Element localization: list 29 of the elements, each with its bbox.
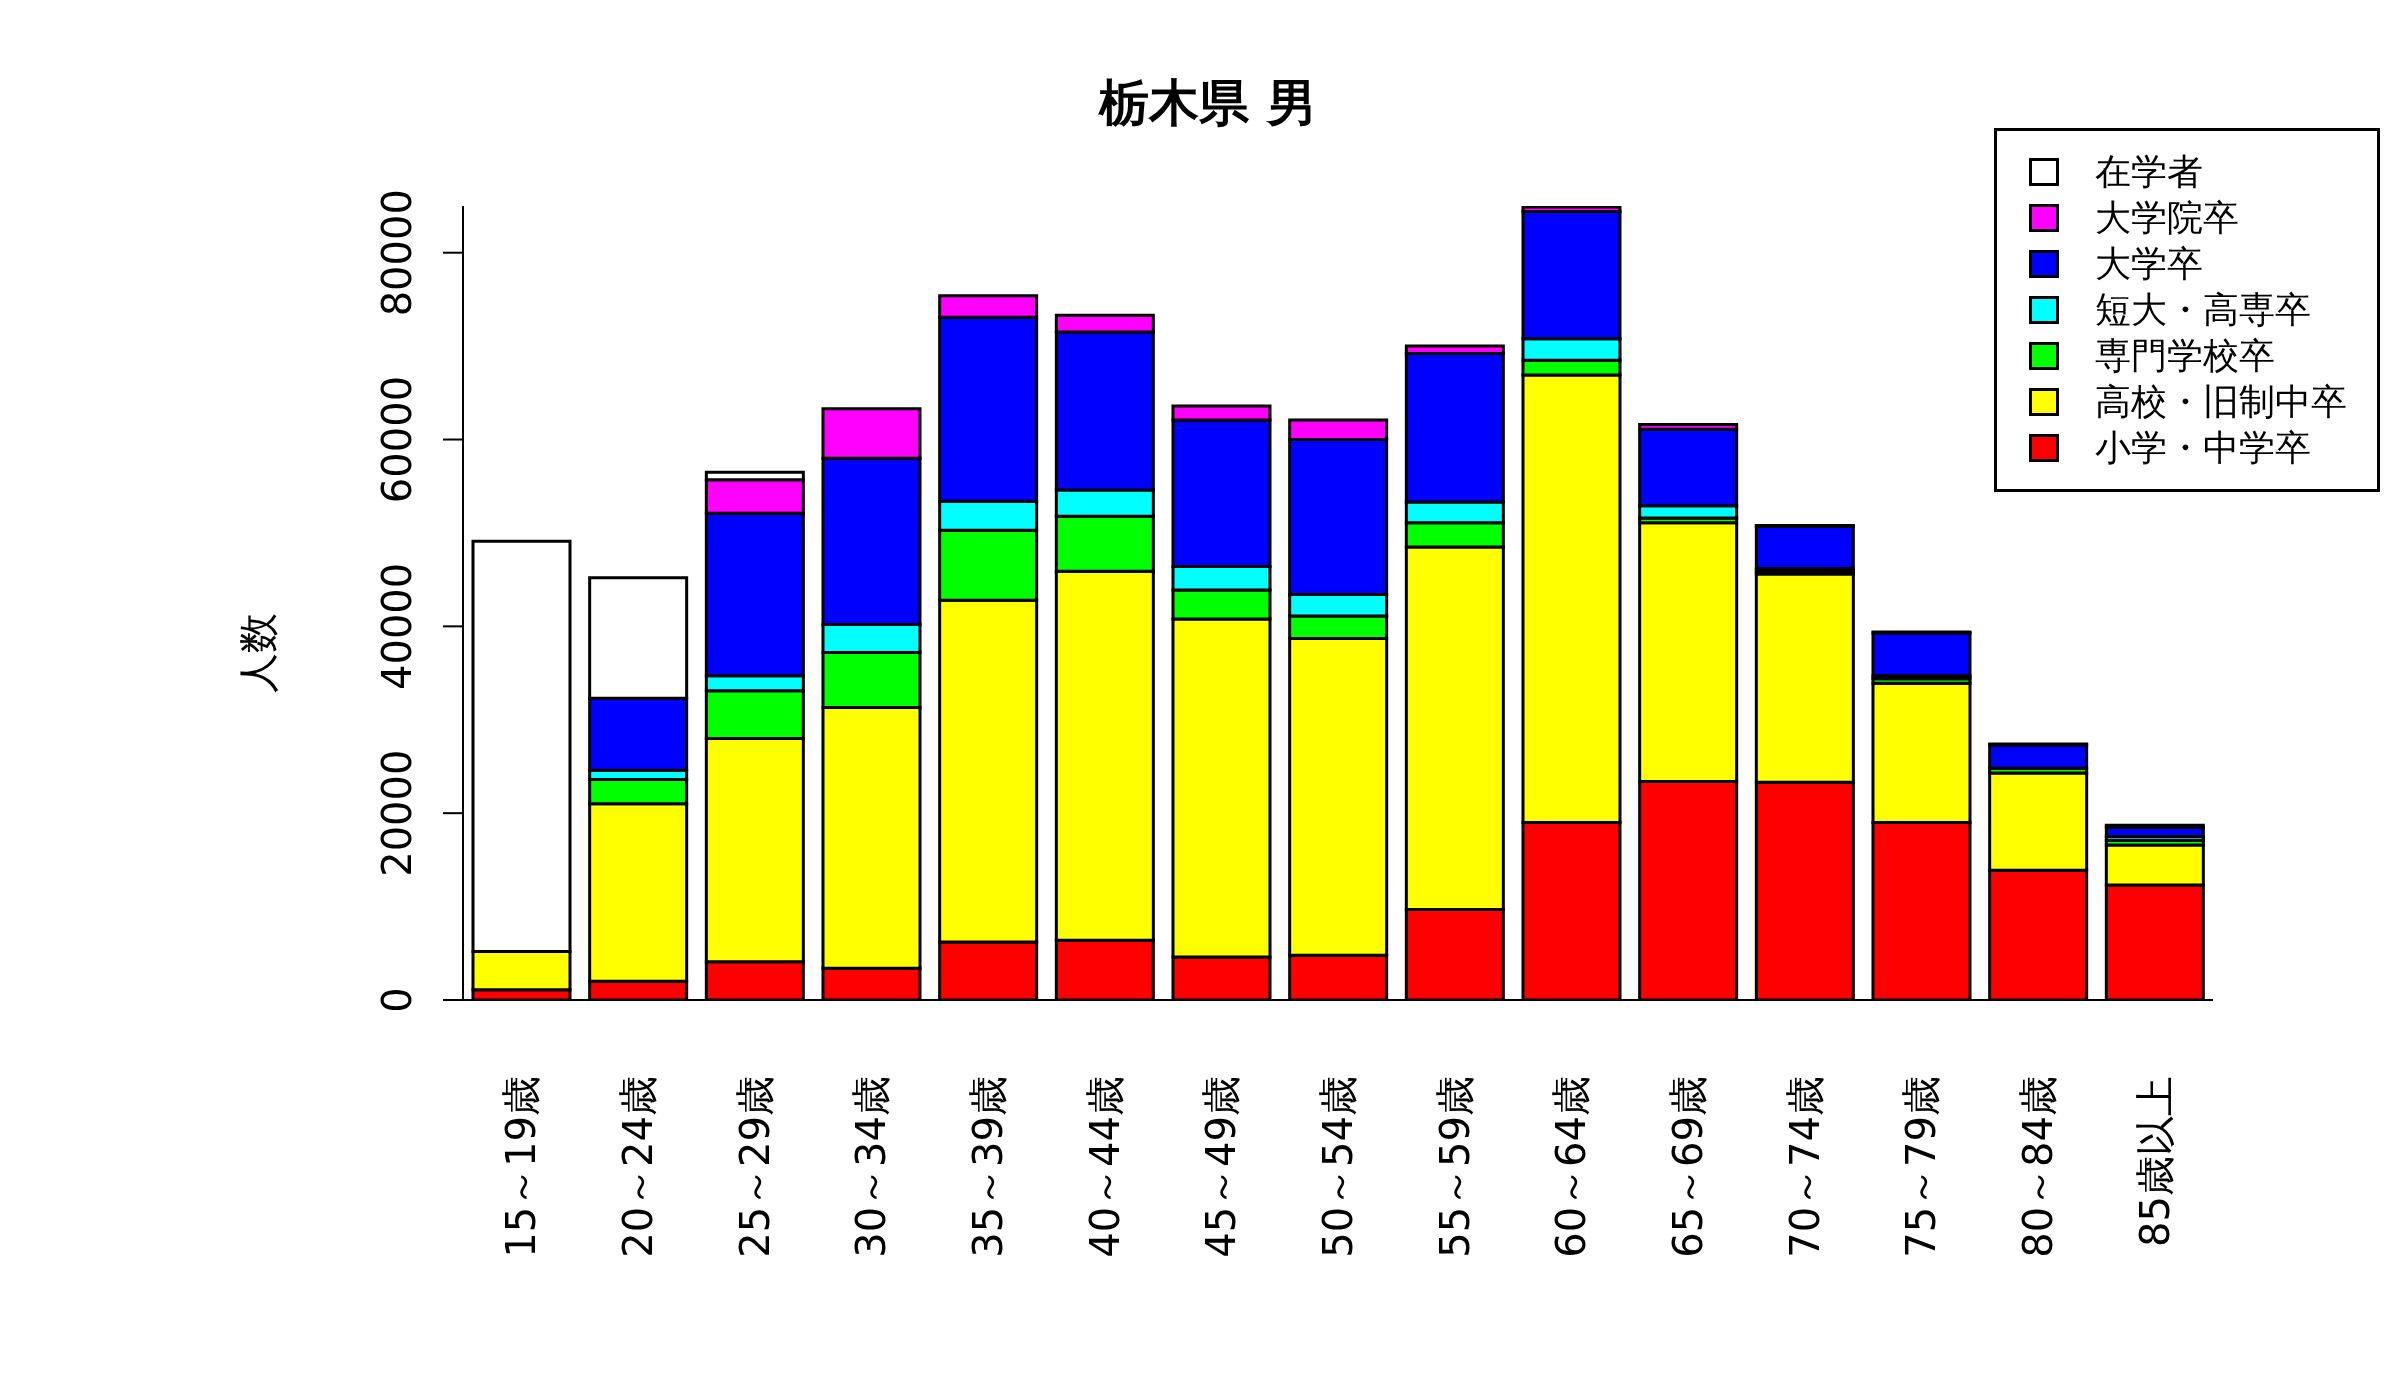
x-tick-label: 15～19歳 — [498, 1076, 545, 1258]
x-tick-label: 70～74歳 — [1781, 1076, 1828, 1258]
x-tick-label: 30～34歳 — [848, 1076, 895, 1258]
x-tick-label: 55～59歳 — [1431, 1076, 1478, 1258]
x-tick-label: 50～54歳 — [1315, 1076, 1361, 1258]
legend-label: 短大・高専卒 — [2095, 288, 2311, 332]
x-tick-label: 35～39歳 — [965, 1076, 1011, 1258]
y-tick-label: 20000 — [374, 749, 420, 877]
y-tick-label: 80000 — [374, 189, 420, 317]
x-tick-label: 80～84歳 — [2015, 1076, 2061, 1258]
legend-label: 大学卒 — [2095, 242, 2203, 286]
chart-title: 栃木県 男 — [1097, 73, 1318, 134]
legend-label: 小学・中学卒 — [2095, 426, 2311, 470]
y-tick-label: 60000 — [374, 375, 420, 504]
legend-label: 大学院卒 — [2095, 196, 2239, 240]
legend-label: 高校・旧制中卒 — [2095, 380, 2347, 424]
y-tick-label: 0 — [374, 987, 420, 1013]
x-tick-label: 85歳以上 — [2131, 1076, 2178, 1247]
x-tick-label: 65～69歳 — [1665, 1076, 1711, 1258]
x-tick-label: 45～49歳 — [1198, 1076, 1245, 1258]
x-tick-label: 25～29歳 — [731, 1076, 778, 1258]
legend-label: 専門学校卒 — [2095, 334, 2275, 378]
x-tick-label: 20～24歳 — [615, 1076, 661, 1258]
x-tick-label: 40～44歳 — [1081, 1076, 1128, 1258]
x-tick-label: 75～79歳 — [1898, 1076, 1945, 1258]
y-axis-title: 人数 — [233, 613, 282, 693]
legend-label: 在学者 — [2095, 150, 2203, 194]
x-tick-label: 60～64歳 — [1548, 1076, 1595, 1258]
y-tick-label: 40000 — [374, 562, 420, 690]
